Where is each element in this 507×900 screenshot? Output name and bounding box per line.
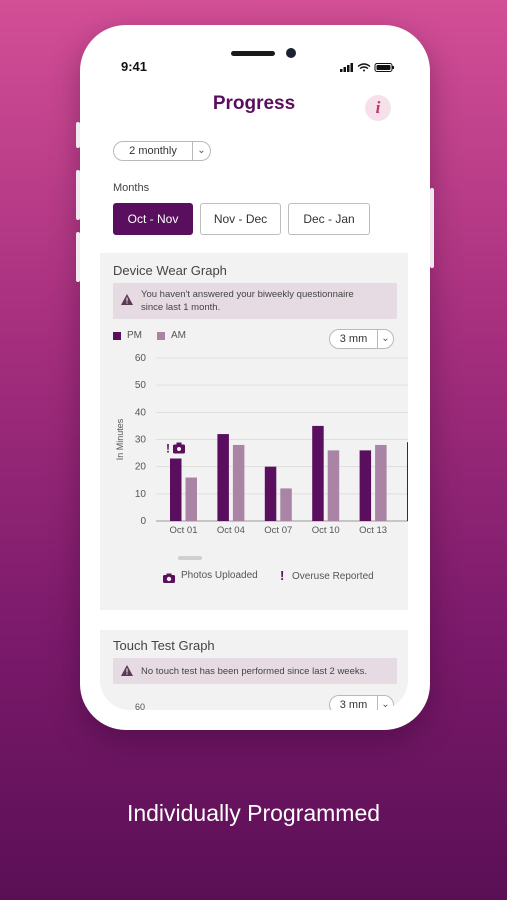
y-tick-label: 50 <box>135 380 147 391</box>
camera-icon <box>163 570 175 588</box>
alert-line-1: You haven't answered your biweekly quest… <box>141 289 354 300</box>
month-option-nov-dec[interactable]: Nov - Dec <box>200 203 281 235</box>
phone-side-button <box>76 232 80 282</box>
bar-am-oct-04 <box>232 444 245 521</box>
overuse-marker-icon: ! <box>166 442 170 456</box>
touch-y-tick: 60 <box>135 702 146 710</box>
app-screen: 9:41 Progress i 2 monthly <box>100 45 408 710</box>
y-tick-label: 0 <box>140 516 146 527</box>
period-dropdown[interactable]: 2 monthly ⌄ <box>113 141 211 161</box>
y-tick-label: 60 <box>135 353 147 364</box>
bar-pm-oct-10 <box>312 425 324 521</box>
month-option-oct-nov[interactable]: Oct - Nov <box>113 203 193 235</box>
battery-icon <box>374 63 394 72</box>
scroll-indicator[interactable] <box>178 556 202 560</box>
exclamation-icon: ! <box>280 568 285 583</box>
touch-test-alert-text: No touch test has been performed since l… <box>141 666 368 677</box>
status-bar: 9:41 <box>100 45 408 85</box>
y-tick-label: 30 <box>135 435 147 446</box>
touch-test-panel: Touch Test Graph No touch test has been … <box>100 630 408 710</box>
x-tick-label: Oct 13 <box>359 525 387 536</box>
touch-test-alert: No touch test has been performed since l… <box>113 658 397 684</box>
warning-icon <box>121 294 133 309</box>
overuse-reported-label: Overuse Reported <box>292 571 374 582</box>
photo-marker-icon-lens <box>177 447 181 452</box>
chevron-down-icon: ⌄ <box>192 142 210 160</box>
wear-range-dropdown[interactable]: 3 mm ⌄ <box>329 329 394 349</box>
touch-test-title: Touch Test Graph <box>113 638 215 653</box>
bar-am-oct-10 <box>327 450 340 521</box>
device-wear-title: Device Wear Graph <box>113 263 227 278</box>
tagline: Individually Programmed <box>126 800 381 826</box>
info-button[interactable]: i <box>365 95 391 121</box>
y-tick-label: 40 <box>135 407 147 418</box>
legend-pm-label: PM <box>127 330 142 341</box>
photo-marker-icon-top <box>176 442 182 446</box>
x-tick-label: Oct 04 <box>217 525 245 536</box>
y-axis-label: In Minutes <box>115 418 125 460</box>
x-tick-label: Oct 01 <box>170 525 198 536</box>
page-title: Progress <box>212 93 296 114</box>
info-icon: i <box>375 98 381 117</box>
status-icons <box>340 63 394 72</box>
y-tick-label: 20 <box>135 462 147 473</box>
y-tick-label: 10 <box>135 489 147 500</box>
warning-icon <box>121 665 133 680</box>
phone-side-button <box>430 188 434 268</box>
x-tick-label: Oct 10 <box>312 525 340 536</box>
legend-am-swatch <box>157 332 165 340</box>
signal-icon <box>340 63 353 72</box>
phone-side-button <box>76 122 80 148</box>
bar-am-oct-07 <box>280 488 292 521</box>
x-tick-label: Oct 07 <box>264 525 292 536</box>
bar-pm-oct-01 <box>170 458 182 521</box>
front-camera <box>286 48 296 58</box>
touch-range-value: 3 mm <box>339 699 368 710</box>
wifi-icon <box>357 63 371 72</box>
phone-side-button <box>76 170 80 220</box>
month-option-dec-jan[interactable]: Dec - Jan <box>288 203 370 235</box>
bar-pm-oct-13 <box>359 450 372 521</box>
device-wear-chart: 0 10 20 30 40 50 60 In Minutes Oct 01 Oct 04 Oct 0… <box>115 353 408 536</box>
speaker-grille <box>231 51 275 56</box>
device-wear-panel: Device Wear Graph You haven't answered y… <box>100 253 408 610</box>
period-dropdown-value: 2 monthly <box>129 145 177 157</box>
chevron-down-icon: ⌄ <box>377 696 393 710</box>
bar-pm-oct-04 <box>217 434 229 521</box>
touch-range-dropdown[interactable]: 3 mm ⌄ <box>329 695 394 710</box>
bar-pm-oct-07 <box>264 466 277 521</box>
alert-line-2: since last 1 month. <box>141 302 221 313</box>
status-time: 9:41 <box>121 59 148 74</box>
bar-am-oct-01 <box>185 477 197 521</box>
questionnaire-alert: You haven't answered your biweekly quest… <box>113 283 397 319</box>
months-label: Months <box>113 182 150 194</box>
bar-pm-oct-16 <box>407 442 408 521</box>
legend-am-label: AM <box>171 330 186 341</box>
bar-am-oct-13 <box>375 444 387 521</box>
chevron-down-icon: ⌄ <box>377 330 393 348</box>
legend-pm-swatch <box>113 332 121 340</box>
photos-uploaded-label: Photos Uploaded <box>181 570 258 581</box>
wear-range-value: 3 mm <box>339 333 368 345</box>
